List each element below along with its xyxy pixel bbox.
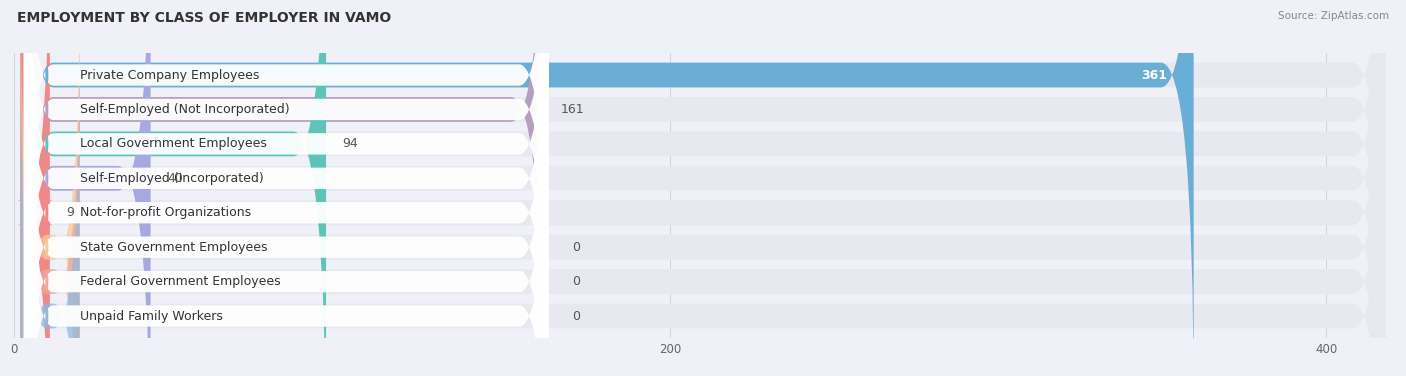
Text: Self-Employed (Not Incorporated): Self-Employed (Not Incorporated) bbox=[80, 103, 290, 116]
FancyBboxPatch shape bbox=[24, 0, 548, 376]
Circle shape bbox=[46, 135, 48, 152]
Text: Self-Employed (Incorporated): Self-Employed (Incorporated) bbox=[80, 172, 263, 185]
FancyBboxPatch shape bbox=[21, 18, 80, 376]
FancyBboxPatch shape bbox=[21, 0, 1385, 376]
Text: 0: 0 bbox=[572, 309, 579, 323]
Circle shape bbox=[46, 205, 48, 221]
FancyBboxPatch shape bbox=[21, 0, 1385, 376]
FancyBboxPatch shape bbox=[21, 0, 1385, 376]
FancyBboxPatch shape bbox=[21, 0, 1194, 376]
Text: 40: 40 bbox=[167, 172, 183, 185]
FancyBboxPatch shape bbox=[21, 0, 1385, 376]
Text: 9: 9 bbox=[66, 206, 75, 219]
FancyBboxPatch shape bbox=[21, 0, 544, 376]
FancyBboxPatch shape bbox=[24, 17, 548, 376]
Text: 0: 0 bbox=[572, 241, 579, 254]
FancyBboxPatch shape bbox=[21, 0, 1385, 376]
Text: Unpaid Family Workers: Unpaid Family Workers bbox=[80, 309, 222, 323]
Circle shape bbox=[46, 239, 48, 256]
Text: State Government Employees: State Government Employees bbox=[80, 241, 267, 254]
Text: 94: 94 bbox=[343, 137, 359, 150]
FancyBboxPatch shape bbox=[21, 53, 80, 376]
Circle shape bbox=[46, 170, 48, 186]
FancyBboxPatch shape bbox=[24, 0, 548, 374]
Text: EMPLOYMENT BY CLASS OF EMPLOYER IN VAMO: EMPLOYMENT BY CLASS OF EMPLOYER IN VAMO bbox=[17, 11, 391, 25]
FancyBboxPatch shape bbox=[24, 0, 548, 376]
Circle shape bbox=[46, 67, 48, 83]
Circle shape bbox=[46, 308, 48, 324]
Text: 361: 361 bbox=[1142, 68, 1167, 82]
FancyBboxPatch shape bbox=[24, 0, 548, 376]
FancyBboxPatch shape bbox=[24, 0, 548, 376]
Text: Federal Government Employees: Federal Government Employees bbox=[80, 275, 280, 288]
FancyBboxPatch shape bbox=[21, 0, 1385, 376]
FancyBboxPatch shape bbox=[17, 0, 53, 376]
Circle shape bbox=[46, 101, 48, 118]
Circle shape bbox=[46, 273, 48, 290]
FancyBboxPatch shape bbox=[21, 0, 80, 376]
Text: Private Company Employees: Private Company Employees bbox=[80, 68, 259, 82]
Text: Local Government Employees: Local Government Employees bbox=[80, 137, 267, 150]
FancyBboxPatch shape bbox=[24, 0, 548, 376]
Text: 0: 0 bbox=[572, 275, 579, 288]
FancyBboxPatch shape bbox=[21, 0, 326, 376]
Text: Source: ZipAtlas.com: Source: ZipAtlas.com bbox=[1278, 11, 1389, 21]
Text: 161: 161 bbox=[560, 103, 583, 116]
FancyBboxPatch shape bbox=[21, 0, 1385, 376]
FancyBboxPatch shape bbox=[21, 0, 1385, 376]
FancyBboxPatch shape bbox=[24, 0, 548, 376]
FancyBboxPatch shape bbox=[21, 0, 150, 376]
Text: Not-for-profit Organizations: Not-for-profit Organizations bbox=[80, 206, 250, 219]
